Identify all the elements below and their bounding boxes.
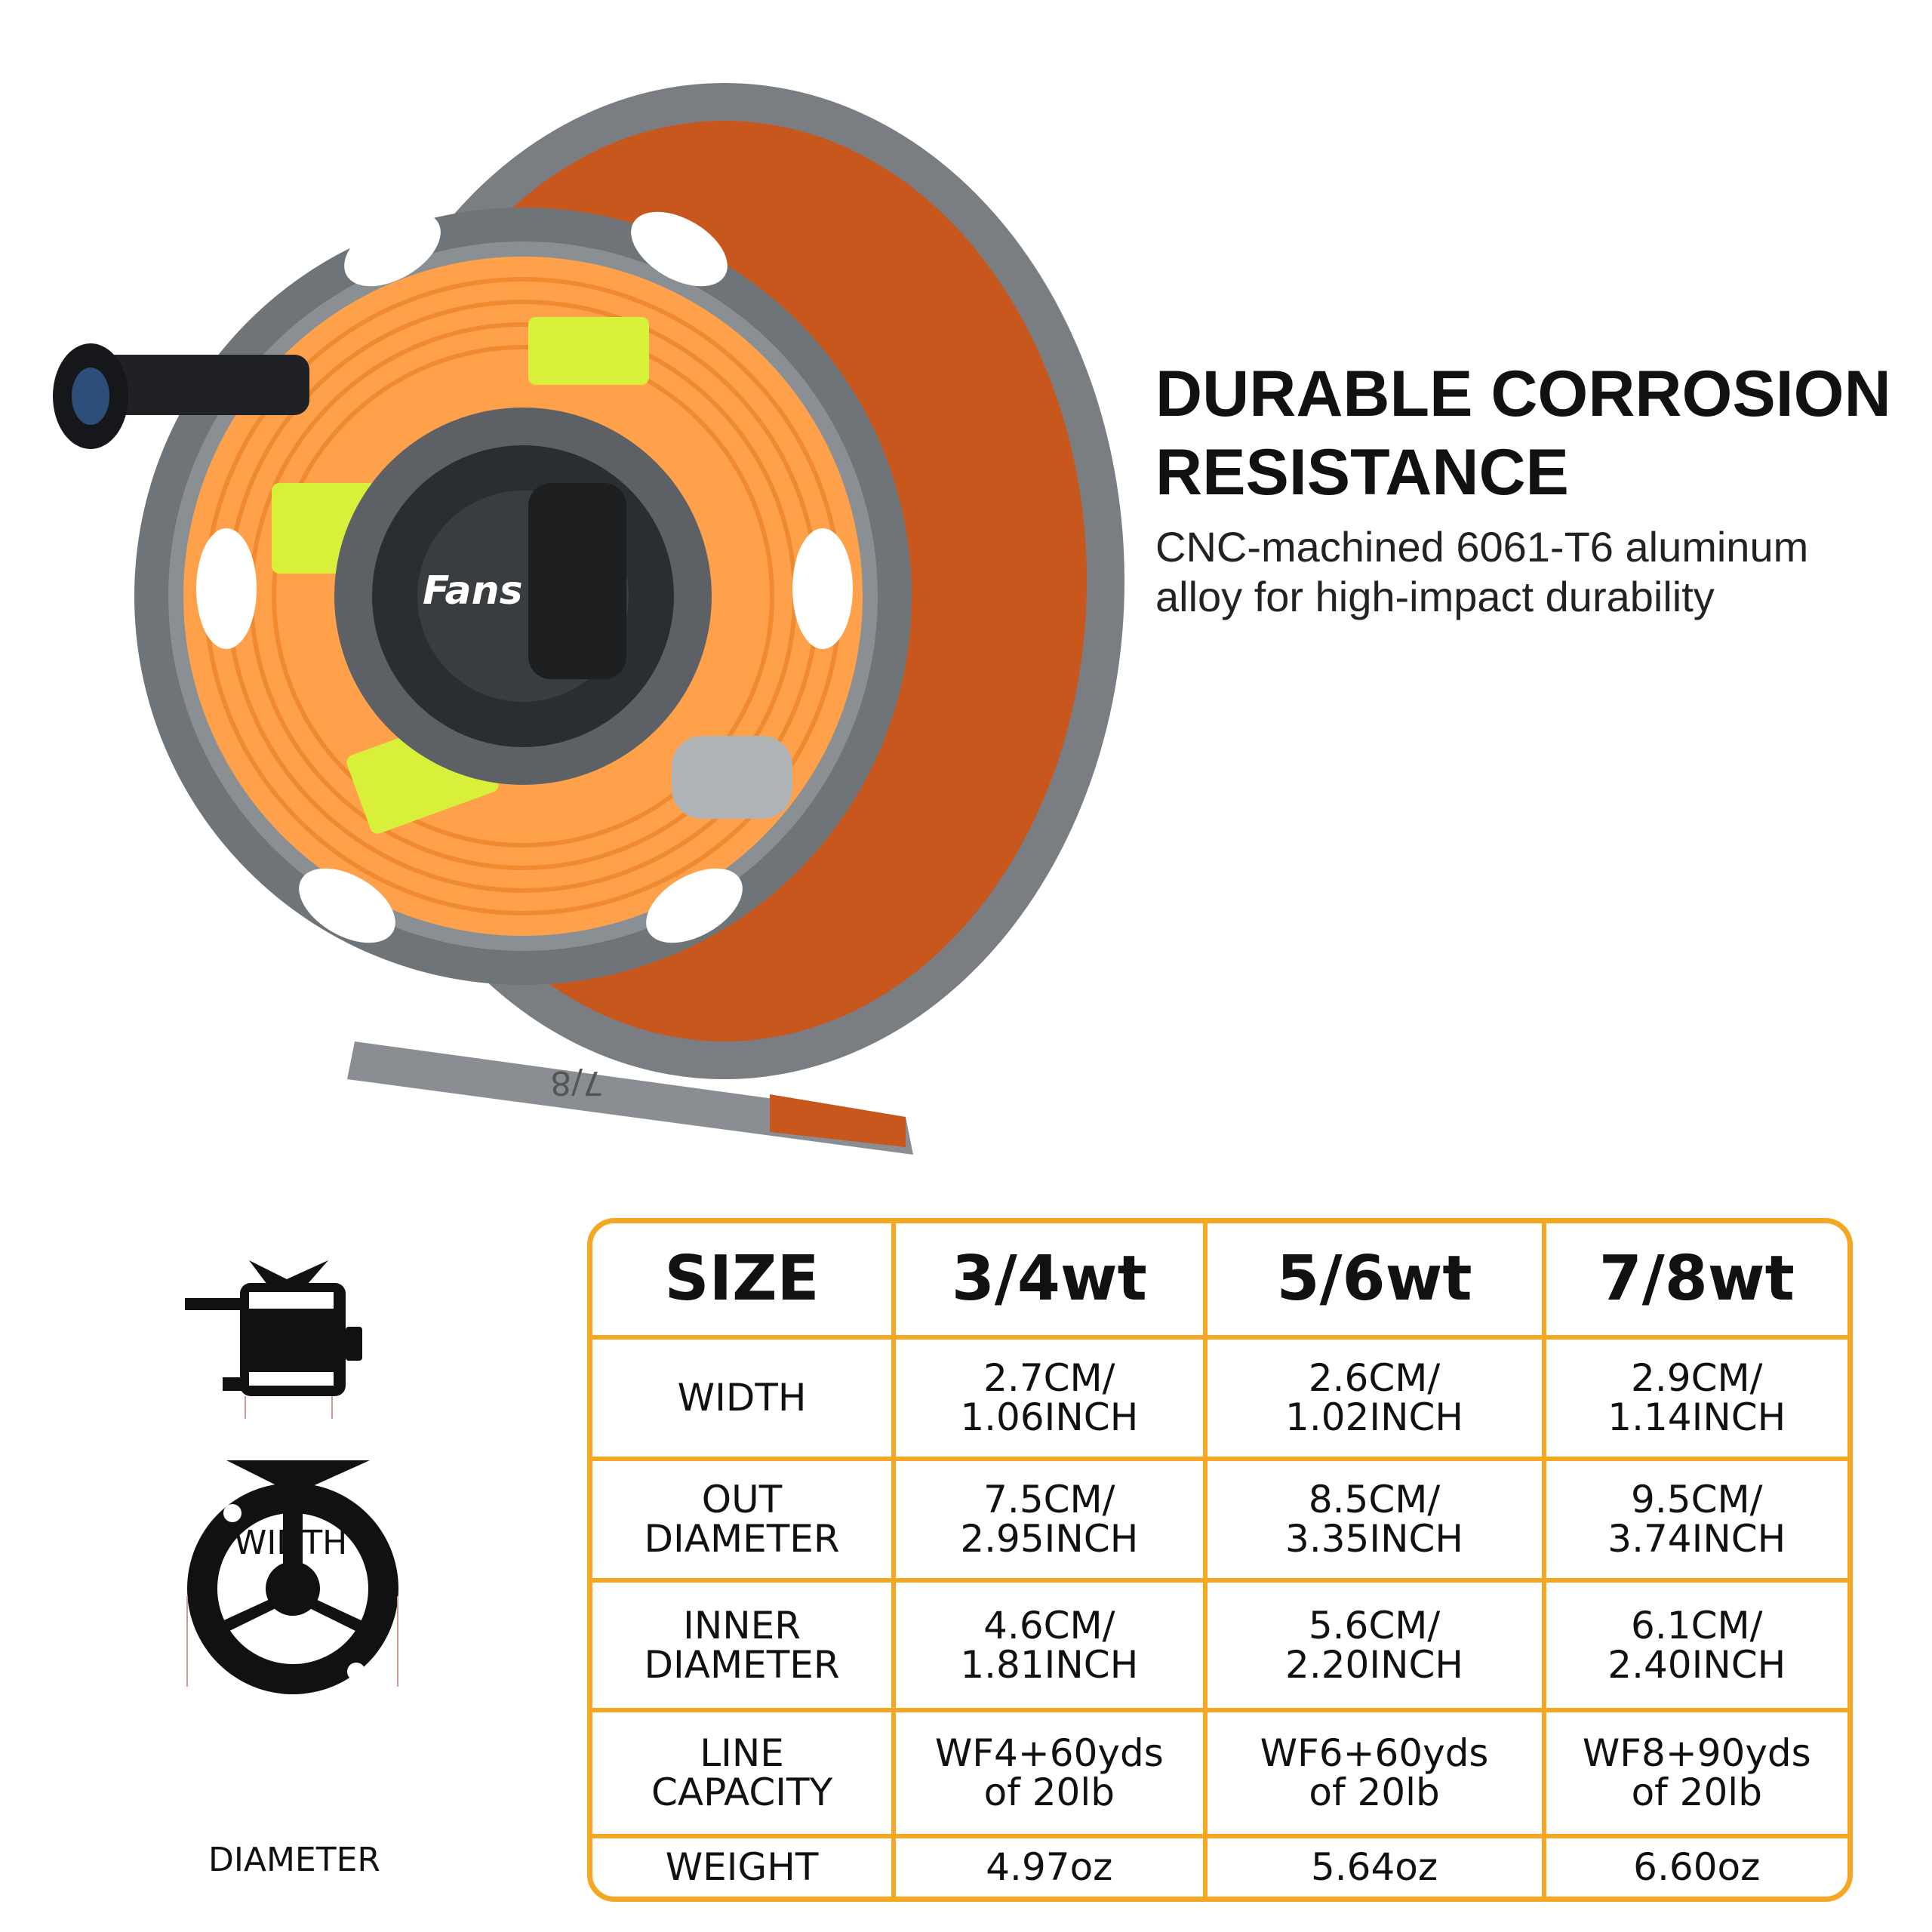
- header-size: SIZE: [592, 1223, 897, 1340]
- table-row-line-capacity: LINE CAPACITY WF4+60yds of 20lb WF6+60yd…: [592, 1707, 1847, 1838]
- diameter-reel-foot-icon: [226, 1460, 370, 1494]
- table-cell: 9.5CM/ 3.74INCH: [1541, 1456, 1847, 1583]
- table-cell: 6.1CM/ 2.40INCH: [1541, 1577, 1847, 1712]
- spec-table: SIZE 3/4wt 5/6wt 7/8wt WIDTH 2.7CM/ 1.06…: [587, 1218, 1853, 1902]
- table-cell: 5.64oz: [1202, 1833, 1546, 1897]
- row-label: WIDTH: [592, 1335, 897, 1461]
- header-7-8wt: 7/8wt: [1541, 1223, 1847, 1340]
- reel-diagram-icons: [185, 1260, 398, 1694]
- table-cell: WF8+90yds of 20lb: [1541, 1707, 1847, 1838]
- headline-line-2: RESISTANCE: [1155, 436, 1569, 509]
- table-row-width: WIDTH 2.7CM/ 1.06INCH 2.6CM/ 1.02INCH 2.…: [592, 1335, 1847, 1461]
- table-cell: WF4+60yds of 20lb: [891, 1707, 1208, 1838]
- description-line-2: alloy for high-impact durability: [1155, 573, 1715, 620]
- table-row-out-diameter: OUT DIAMETER 7.5CM/ 2.95INCH 8.5CM/ 3.35…: [592, 1456, 1847, 1583]
- table-cell: 2.6CM/ 1.02INCH: [1202, 1335, 1546, 1461]
- table-cell: 2.7CM/ 1.06INCH: [891, 1335, 1208, 1461]
- diameter-label: DIAMETER: [208, 1841, 380, 1879]
- table-cell: 4.6CM/ 1.81INCH: [891, 1577, 1208, 1712]
- table-cell: 8.5CM/ 3.35INCH: [1202, 1456, 1546, 1583]
- table-cell: 5.6CM/ 2.20INCH: [1202, 1577, 1546, 1712]
- description-line-1: CNC-machined 6061-T6 aluminum: [1155, 523, 1809, 571]
- table-header-row: SIZE 3/4wt 5/6wt 7/8wt: [592, 1223, 1847, 1340]
- fly-reel-photo: 7/8 Fans: [53, 83, 1124, 1155]
- feature-description: CNC-machined 6061-T6 aluminum alloy for …: [1155, 522, 1918, 622]
- header-3-4wt: 3/4wt: [891, 1223, 1208, 1340]
- width-reel-side-icon: [240, 1283, 346, 1396]
- row-label: INNER DIAMETER: [592, 1577, 897, 1712]
- row-label: WEIGHT: [592, 1833, 897, 1897]
- width-label: WIDTH: [233, 1524, 348, 1562]
- feature-headline: DURABLE CORROSION RESISTANCE: [1155, 355, 1918, 512]
- table-cell: WF6+60yds of 20lb: [1202, 1707, 1546, 1838]
- table-cell: 7.5CM/ 2.95INCH: [891, 1456, 1208, 1583]
- table-cell: 4.97oz: [891, 1833, 1208, 1897]
- dimension-diagrams: WIDTH DIAMETER: [174, 1245, 430, 1887]
- row-label: OUT DIAMETER: [592, 1456, 897, 1583]
- feature-block: DURABLE CORROSION RESISTANCE CNC-machine…: [1155, 355, 1918, 622]
- headline-line-1: DURABLE CORROSION: [1155, 358, 1891, 430]
- table-row-weight: WEIGHT 4.97oz 5.64oz 6.60oz: [592, 1833, 1847, 1897]
- size-marking: 7/8: [550, 1063, 604, 1102]
- table-row-inner-diameter: INNER DIAMETER 4.6CM/ 1.81INCH 5.6CM/ 2.…: [592, 1577, 1847, 1712]
- brand-logo: Fans: [423, 568, 523, 614]
- table-cell: 2.9CM/ 1.14INCH: [1541, 1335, 1847, 1461]
- row-label: LINE CAPACITY: [592, 1707, 897, 1838]
- table-cell: 6.60oz: [1541, 1833, 1847, 1897]
- header-5-6wt: 5/6wt: [1202, 1223, 1546, 1340]
